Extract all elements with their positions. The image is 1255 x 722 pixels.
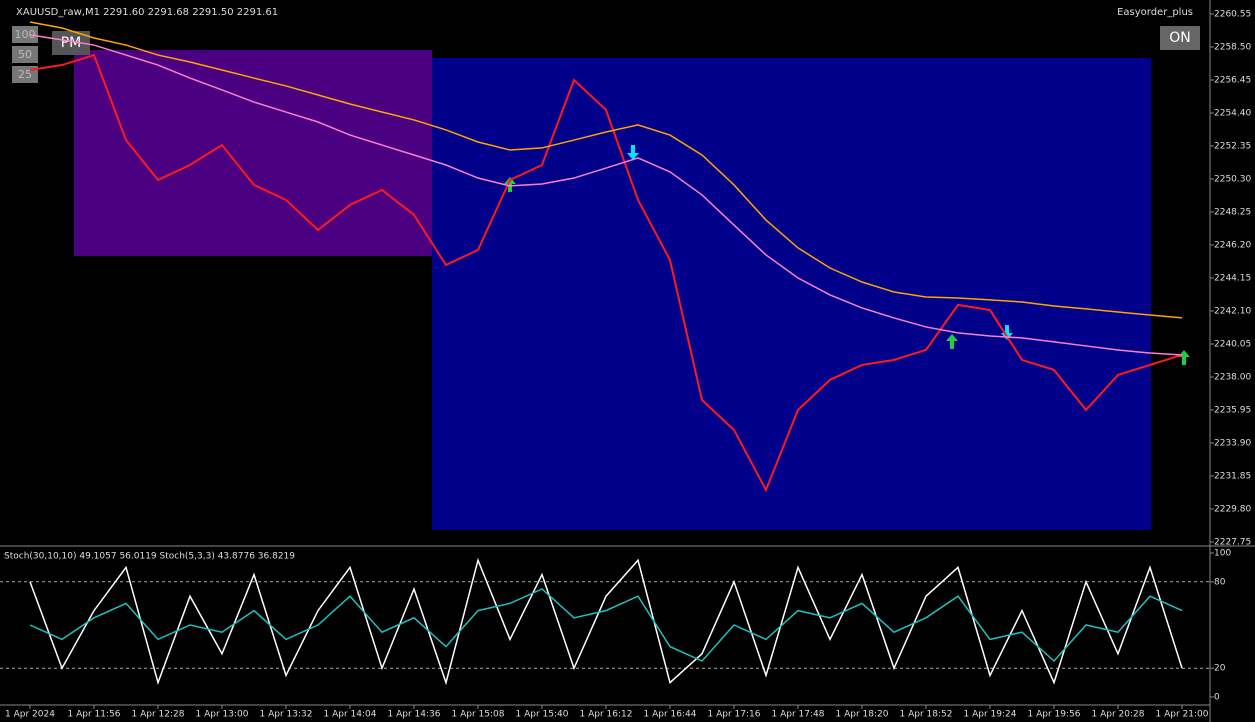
y-tick-label: 2256.45: [1214, 76, 1251, 86]
y-tick-label: 2250.30: [1214, 175, 1251, 185]
x-tick-label: 1 Apr 19:56: [1028, 710, 1081, 720]
x-tick-label: 1 Apr 19:24: [964, 710, 1017, 720]
y-tick-label: 2246.20: [1214, 241, 1251, 251]
pm-label[interactable]: PM: [61, 35, 82, 51]
y-tick-label: 100: [1214, 549, 1231, 559]
y-tick-label: 2258.50: [1214, 43, 1251, 53]
x-tick-label: 1 Apr 16:44: [644, 710, 697, 720]
x-tick-label: 1 Apr 18:52: [900, 710, 953, 720]
x-tick-label: 1 Apr 14:36: [388, 710, 441, 720]
on-button[interactable]: [1160, 26, 1200, 50]
y-tick-label: 2254.40: [1214, 109, 1251, 119]
x-tick-label: 1 Apr 16:12: [580, 710, 633, 720]
y-tick-label: 2235.95: [1214, 406, 1251, 416]
series-line: [29, 588, 1183, 663]
x-tick-label: 1 Apr 15:40: [516, 710, 569, 720]
y-tick-label: 0: [1214, 693, 1220, 703]
series-line: [29, 21, 1183, 319]
x-tick-label: 1 Apr 12:28: [132, 710, 185, 720]
x-tick-label: 1 Apr 2024: [5, 710, 55, 720]
y-tick-label: 2244.15: [1214, 274, 1251, 284]
level-button[interactable]: [12, 26, 38, 43]
x-tick-label: 1 Apr 20:28: [1092, 710, 1145, 720]
y-tick-label: 2229.80: [1214, 505, 1251, 515]
x-tick-label: 1 Apr 18:20: [836, 710, 889, 720]
y-tick-label: 2233.90: [1214, 439, 1251, 449]
y-tick-label: 2231.85: [1214, 472, 1251, 482]
y-tick-label: 2248.25: [1214, 208, 1251, 218]
y-tick-label: 2242.10: [1214, 307, 1251, 317]
y-tick-label: 2260.55: [1214, 10, 1251, 20]
y-tick-label: 2252.35: [1214, 142, 1251, 152]
x-tick-label: 1 Apr 11:56: [68, 710, 121, 720]
session-box: [74, 50, 432, 256]
expert-label: Easyorder_plus: [1117, 7, 1193, 18]
session-box: [432, 58, 1151, 530]
series-line: [29, 34, 1183, 356]
series-line: [29, 557, 1183, 686]
y-tick-label: 80: [1214, 577, 1226, 587]
arrows: [504, 177, 1190, 365]
x-tick-label: 1 Apr 21:00: [1156, 710, 1209, 720]
chart-title: Stoch(30,10,10) 49.1057 56.0119 Stoch(5,…: [4, 552, 295, 562]
on-label[interactable]: ON: [1169, 30, 1191, 46]
level-label: 25: [18, 68, 32, 81]
level-buttons: 100 50 25: [12, 26, 38, 83]
level-button[interactable]: [12, 46, 38, 63]
y-tick-label: 2238.00: [1214, 373, 1251, 383]
chart-title: XAUUSD_raw,M1 2291.60 2291.68 2291.50 22…: [16, 7, 278, 18]
x-tick-label: 1 Apr 14:04: [324, 710, 377, 720]
y-tick-label: 2240.05: [1214, 340, 1251, 350]
level-label: 50: [18, 48, 32, 61]
x-tick-label: 1 Apr 17:48: [772, 710, 825, 720]
y-tick-label: 2227.75: [1214, 538, 1251, 548]
y-tick-label: 20: [1214, 664, 1226, 674]
series-line: [29, 53, 1183, 493]
x-tick-label: 1 Apr 13:32: [260, 710, 313, 720]
x-tick-label: 1 Apr 15:08: [452, 710, 505, 720]
x-tick-label: 1 Apr 17:16: [708, 710, 761, 720]
x-tick-label: 1 Apr 13:00: [196, 710, 249, 720]
level-label: 100: [15, 28, 36, 41]
